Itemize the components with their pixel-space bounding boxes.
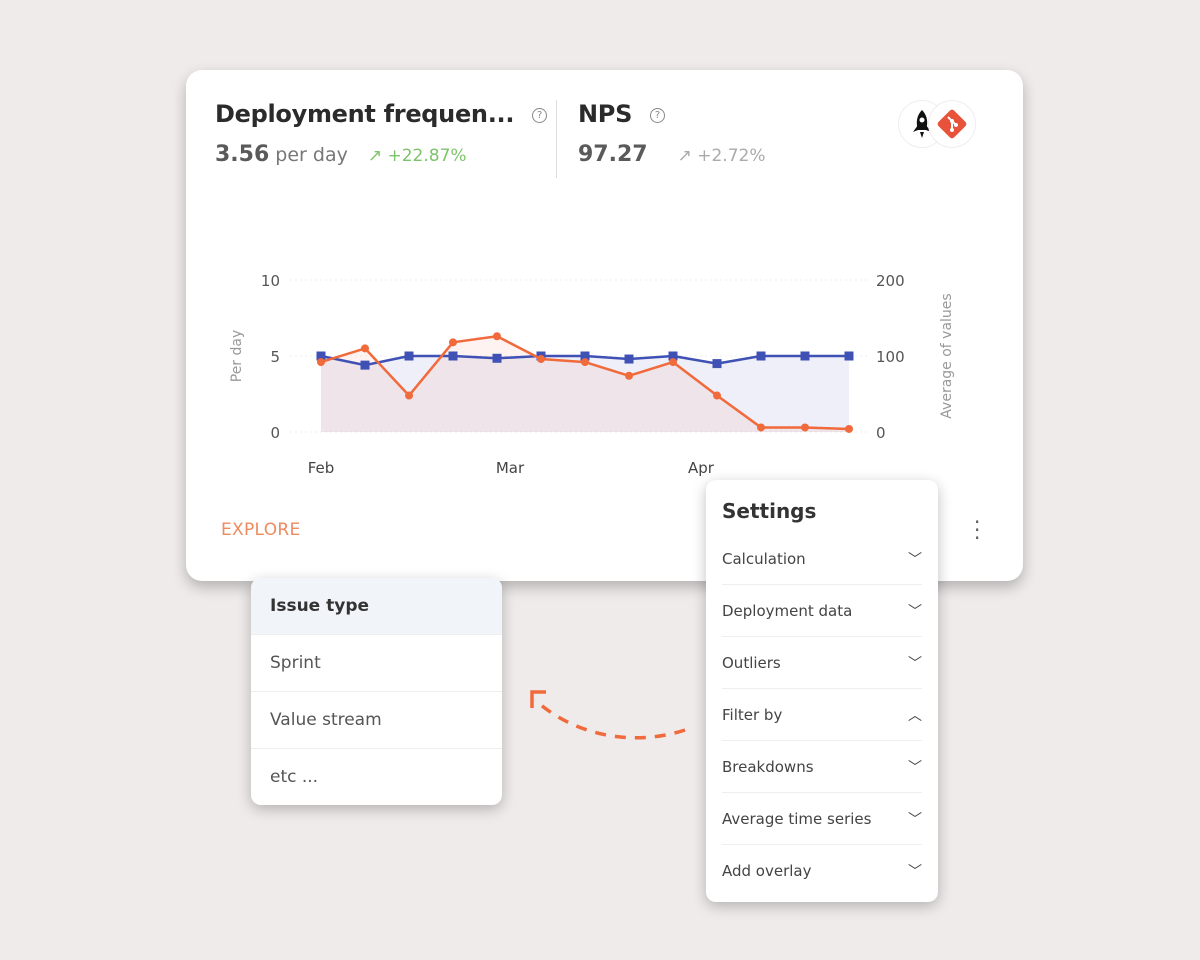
settings-title: Settings <box>722 499 817 523</box>
settings-item-average-time-series[interactable]: Average time series ﹀ <box>722 792 922 844</box>
chevron-up-icon[interactable]: ︿ <box>908 707 922 724</box>
metric-card: Deployment frequen...? 3.56 per day ↗ +22.… <box>186 70 1023 581</box>
data-point <box>712 359 722 369</box>
git-icon <box>928 100 976 148</box>
trend: ↗ +22.87% <box>368 146 467 166</box>
data-point <box>625 371 633 380</box>
settings-item-label: Outliers <box>722 653 781 672</box>
x-tick-label: Feb <box>308 459 335 477</box>
data-point <box>493 332 501 341</box>
metric-nps: NPS? 97.27 ↗ +2.72% <box>578 100 766 167</box>
help-icon[interactable]: ? <box>532 108 548 123</box>
metric-value: 3.56 <box>215 142 270 167</box>
data-point <box>492 353 502 363</box>
trend: ↗ +2.72% <box>678 146 766 166</box>
data-point <box>756 351 766 361</box>
chevron-down-icon[interactable]: ﹀ <box>908 551 922 568</box>
y-right-tick-label: 0 <box>876 424 886 442</box>
data-point <box>317 358 325 367</box>
dropdown-item-value-stream[interactable]: Value stream <box>251 691 502 748</box>
y-axis-label: Per day <box>229 330 245 383</box>
data-point <box>361 344 369 353</box>
data-point <box>757 423 765 432</box>
chevron-down-icon[interactable]: ﹀ <box>908 863 922 880</box>
trend-value: +22.87% <box>387 146 467 166</box>
settings-item-add-overlay[interactable]: Add overlay ﹀ <box>722 844 922 896</box>
settings-item-label: Average time series <box>722 809 872 828</box>
settings-item-outliers[interactable]: Outliers ﹀ <box>722 636 922 688</box>
settings-item-filter-by[interactable]: Filter by ︿ <box>722 688 922 740</box>
dropdown-item-etc[interactable]: etc ... <box>251 748 502 805</box>
trend-up-icon: ↗ <box>367 146 388 166</box>
settings-item-label: Filter by <box>722 705 783 724</box>
data-point <box>537 355 545 364</box>
chevron-down-icon[interactable]: ﹀ <box>908 655 922 672</box>
metric-deployment-frequency: Deployment frequen...? 3.56 per day ↗ +22.… <box>215 100 548 167</box>
data-point <box>669 358 677 367</box>
y-right-axis-label: Average of values <box>939 293 955 418</box>
settings-item-label: Breakdowns <box>722 757 814 776</box>
series-area <box>321 356 849 432</box>
x-tick-label: Apr <box>688 459 715 477</box>
trend-up-icon: ↗ <box>677 146 698 166</box>
data-point <box>316 351 326 361</box>
y-right-tick-label: 200 <box>876 272 905 290</box>
divider <box>556 100 557 178</box>
data-point <box>845 424 853 433</box>
chevron-down-icon[interactable]: ﹀ <box>908 759 922 776</box>
help-icon[interactable]: ? <box>650 108 666 123</box>
trend-value: +2.72% <box>697 146 766 166</box>
settings-item-label: Calculation <box>722 549 806 568</box>
data-point <box>800 351 810 361</box>
settings-panel: Settings Calculation ﹀ Deployment data ﹀ Out… <box>706 480 938 902</box>
data-point <box>405 391 413 400</box>
filter-dropdown: Issue type Sprint Value stream etc ... <box>251 578 502 805</box>
settings-item-calculation[interactable]: Calculation ﹀ <box>722 533 922 584</box>
data-point <box>581 358 589 367</box>
settings-item-label: Add overlay <box>722 861 812 880</box>
data-point <box>448 351 458 361</box>
data-point <box>624 354 634 364</box>
dropdown-item-issue-type[interactable]: Issue type <box>251 578 502 634</box>
more-options-icon[interactable]: · · · <box>974 510 981 550</box>
chevron-down-icon[interactable]: ﹀ <box>908 603 922 620</box>
settings-item-label: Deployment data <box>722 601 853 620</box>
settings-item-breakdowns[interactable]: Breakdowns ﹀ <box>722 740 922 792</box>
y-tick-label: 5 <box>270 348 280 366</box>
data-point <box>801 423 809 432</box>
data-point <box>360 360 370 370</box>
y-right-tick-label: 100 <box>876 348 905 366</box>
dashed-arrow <box>530 690 686 740</box>
y-tick-label: 10 <box>261 272 280 290</box>
chevron-down-icon[interactable]: ﹀ <box>908 811 922 828</box>
data-point <box>713 391 721 400</box>
y-tick-label: 0 <box>270 424 280 442</box>
data-point <box>449 338 457 347</box>
metric-unit: per day <box>275 144 348 166</box>
metric-value: 97.27 <box>578 142 648 167</box>
metric-title: NPS <box>578 100 633 128</box>
explore-link[interactable]: EXPLORE <box>221 520 301 540</box>
data-point <box>404 351 414 361</box>
data-point <box>580 351 590 361</box>
data-point <box>668 351 678 361</box>
metric-title: Deployment frequen... <box>215 100 515 128</box>
x-tick-label: Mar <box>496 459 525 477</box>
data-point <box>844 351 854 361</box>
dropdown-item-sprint[interactable]: Sprint <box>251 634 502 691</box>
settings-item-deployment-data[interactable]: Deployment data ﹀ <box>722 584 922 636</box>
